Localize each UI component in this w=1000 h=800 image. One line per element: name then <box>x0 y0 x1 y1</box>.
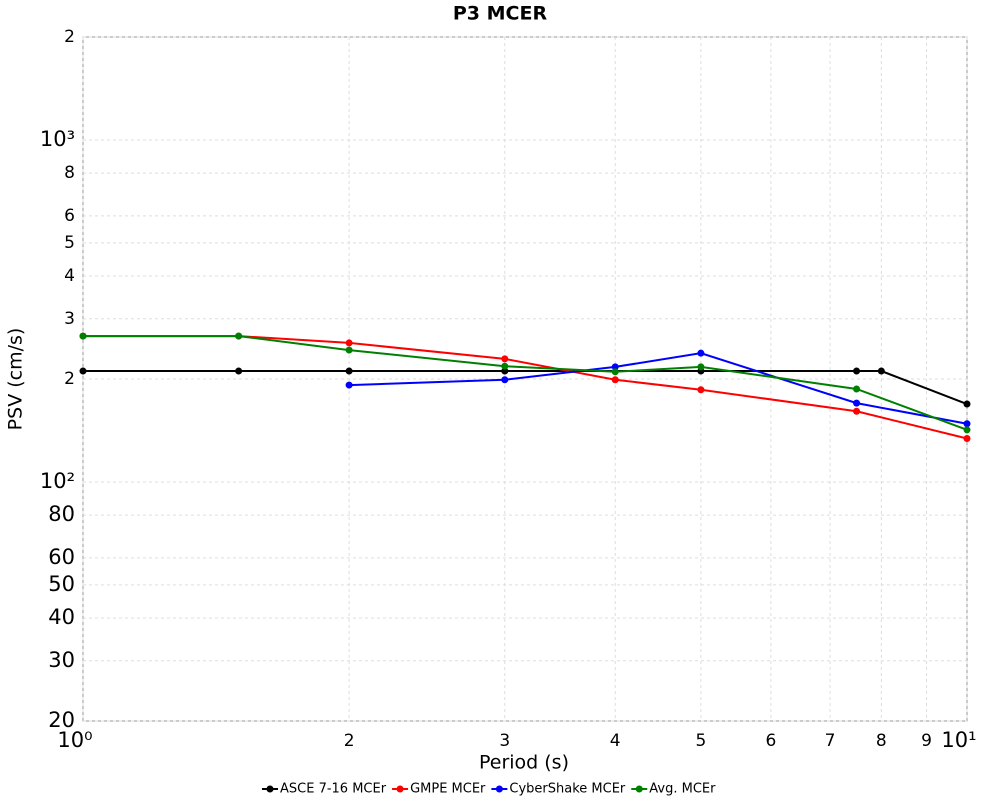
point <box>697 349 705 357</box>
legend-marker <box>266 785 274 793</box>
legend-marker <box>495 785 503 793</box>
point <box>345 339 353 347</box>
y-tick-label: 30 <box>48 648 75 672</box>
point <box>963 420 971 428</box>
point <box>697 386 705 394</box>
chart-title: P3 MCER <box>453 3 548 25</box>
y-tick-label: 2 <box>64 27 75 47</box>
point <box>853 407 861 415</box>
point <box>611 363 619 371</box>
point <box>345 381 353 389</box>
point <box>877 367 885 375</box>
x-tick-label: 6 <box>765 731 776 751</box>
x-tick-label: 10⁰ <box>57 728 92 752</box>
line <box>349 352 968 425</box>
x-tick-label: 9 <box>921 731 932 751</box>
point <box>853 399 861 407</box>
point <box>963 434 971 442</box>
point <box>235 367 243 375</box>
legend-label: GMPE MCEr <box>410 782 486 797</box>
line <box>83 335 968 431</box>
point <box>697 363 705 371</box>
x-tick-label: 7 <box>825 731 836 751</box>
point <box>853 385 861 393</box>
point <box>501 367 509 375</box>
y-tick-label: 50 <box>48 572 75 596</box>
legend-label: ASCE 7-16 MCEr <box>280 782 387 797</box>
y-tick-label: 4 <box>64 266 75 286</box>
x-tick-label: 10¹ <box>941 728 976 752</box>
y-tick-label: 10² <box>40 469 75 493</box>
point <box>963 400 971 408</box>
point <box>853 367 861 375</box>
y-tick-label: 10³ <box>40 127 75 151</box>
legend-label: Avg. MCEr <box>649 782 716 797</box>
legend-marker <box>396 785 404 793</box>
y-tick-label: 8 <box>64 163 75 183</box>
x-tick-label: 4 <box>610 731 621 751</box>
y-tick-label: 5 <box>64 233 75 253</box>
y-axis-label: PSV (cm/s) <box>5 328 27 431</box>
point <box>611 368 619 376</box>
legend: ASCE 7-16 MCEr GMPE MCEr CyberShake MCEr Av… <box>262 782 716 797</box>
y-tick-label: 40 <box>48 605 75 629</box>
x-tick-label: 8 <box>876 731 887 751</box>
y-tick-label: 3 <box>64 309 75 329</box>
y-tick-label: 2 <box>64 369 75 389</box>
point <box>79 332 87 340</box>
point <box>501 376 509 384</box>
x-tick-label: 2 <box>344 731 355 751</box>
y-tick-label: 6 <box>64 206 75 226</box>
point <box>611 376 619 384</box>
point <box>79 367 87 375</box>
point <box>345 367 353 375</box>
y-tick-label: 20 <box>48 708 75 732</box>
point <box>963 426 971 434</box>
point <box>235 332 243 340</box>
x-tick-label: 5 <box>695 731 706 751</box>
legend-marker <box>635 785 643 793</box>
point <box>501 355 509 363</box>
y-tick-label: 60 <box>48 545 75 569</box>
plot-area <box>82 36 968 722</box>
y-tick-label: 80 <box>48 502 75 526</box>
legend-label: CyberShake MCEr <box>509 782 626 797</box>
point <box>501 362 509 370</box>
point <box>345 346 353 354</box>
x-tick-label: 3 <box>499 731 510 751</box>
x-axis-label: Period (s) <box>479 752 569 774</box>
